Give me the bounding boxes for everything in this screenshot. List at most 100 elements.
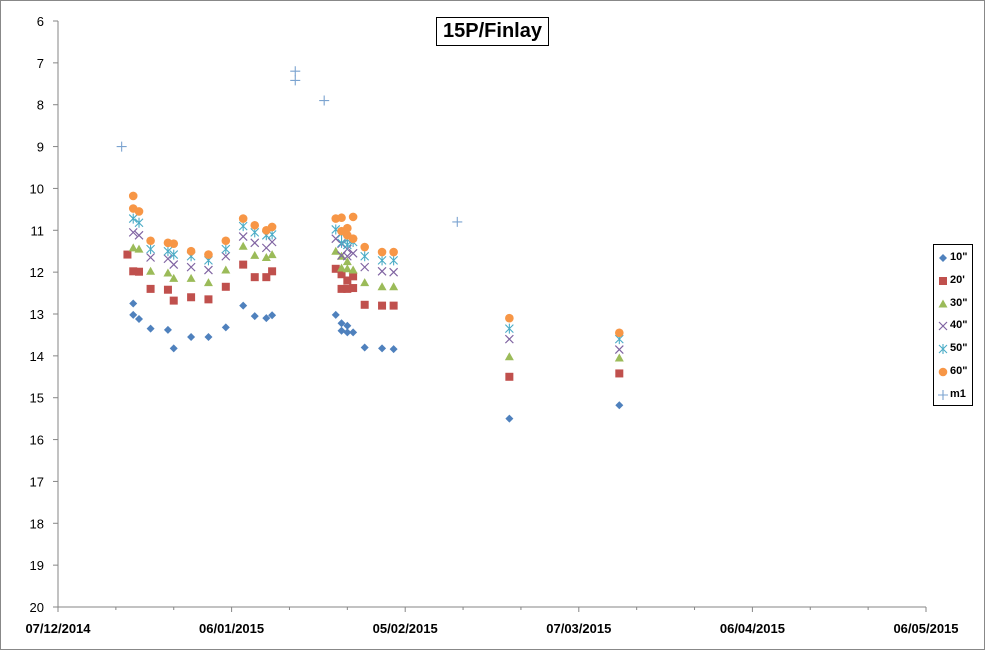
- data-point: [615, 369, 624, 378]
- data-point: [262, 273, 271, 282]
- y-tick-label: 16: [30, 433, 44, 448]
- x-tick-label: 07/03/2015: [546, 621, 611, 636]
- data-point: [504, 334, 514, 344]
- data-point: [262, 314, 271, 323]
- legend-item: 30": [934, 294, 972, 314]
- data-point: [116, 141, 127, 152]
- data-point: [250, 312, 259, 321]
- data-point: [129, 310, 138, 319]
- series-0: [129, 299, 624, 423]
- data-point: [128, 213, 138, 224]
- legend-item: 40": [934, 316, 972, 336]
- data-point: [239, 301, 248, 310]
- x-tick-label: 06/05/2015: [893, 621, 958, 636]
- data-point: [389, 255, 399, 266]
- data-point: [146, 244, 155, 255]
- data-point: [615, 328, 624, 338]
- data-point: [377, 255, 387, 266]
- data-point: [129, 267, 138, 276]
- data-point: [360, 242, 369, 252]
- data-point: [343, 276, 352, 285]
- legend-marker-shape: [938, 389, 948, 400]
- data-point: [134, 217, 144, 228]
- data-point: [360, 251, 370, 262]
- data-point: [389, 301, 398, 310]
- x-tick-label: 06/01/2015: [199, 621, 264, 636]
- data-point: [267, 250, 277, 259]
- legend-marker-shape: [939, 254, 947, 262]
- data-point: [267, 222, 277, 232]
- data-point: [360, 262, 370, 272]
- data-point: [268, 267, 277, 276]
- y-tick-label: 14: [30, 349, 44, 364]
- data-point: [250, 273, 259, 282]
- data-point: [186, 246, 196, 256]
- data-point: [203, 278, 213, 287]
- data-point: [343, 223, 352, 233]
- data-point: [169, 260, 179, 270]
- data-point: [169, 239, 179, 248]
- y-tick-label: 6: [37, 14, 44, 29]
- data-point: [614, 345, 624, 355]
- data-point: [204, 333, 213, 342]
- legend-label: 50": [950, 342, 968, 355]
- data-point: [337, 263, 347, 272]
- data-point: [123, 250, 132, 259]
- data-point: [250, 238, 260, 248]
- data-point: [221, 244, 231, 255]
- data-point: [268, 311, 277, 320]
- data-point: [378, 301, 387, 310]
- data-point: [250, 250, 260, 259]
- data-point: [337, 270, 346, 279]
- legend-marker: [938, 321, 948, 331]
- data-point: [452, 216, 463, 227]
- y-tick-label: 10: [30, 181, 44, 196]
- legend-marker-shape: [938, 321, 948, 331]
- data-point: [337, 284, 346, 293]
- data-point: [204, 295, 213, 304]
- legend-marker-shape: [938, 367, 948, 377]
- data-point: [128, 191, 138, 201]
- data-point: [337, 319, 346, 328]
- legend-marker: [938, 299, 948, 308]
- data-point: [146, 324, 155, 333]
- legend-item: 60": [934, 362, 972, 382]
- series-1: [123, 250, 624, 381]
- data-point: [505, 414, 514, 423]
- data-point: [348, 234, 358, 243]
- legend-marker-shape: [938, 344, 948, 355]
- series-2: [128, 241, 624, 362]
- legend-marker: [939, 276, 947, 285]
- legend-item: 20': [934, 271, 972, 291]
- data-point: [146, 236, 155, 246]
- data-point: [204, 265, 213, 275]
- data-point: [319, 95, 330, 106]
- data-point: [337, 213, 346, 223]
- data-point: [221, 265, 231, 274]
- legend-label: 10": [950, 251, 968, 263]
- tick-labels: 6 7 8 9 10 11 12 13 14 15 16 17 18 19 20 07/12/2014 06/0…: [25, 14, 958, 636]
- data-point: [186, 273, 196, 282]
- chart-legend: 10" 20' 30" 40" 50" 60" m1: [933, 244, 973, 406]
- legend-item: m1: [934, 385, 972, 405]
- y-tick-label: 8: [37, 98, 44, 113]
- data-point: [146, 266, 156, 275]
- data-point: [504, 323, 514, 334]
- y-tick-label: 11: [31, 223, 45, 238]
- legend-label: 40": [950, 319, 968, 332]
- data-point: [238, 214, 248, 223]
- data-point: [169, 249, 179, 260]
- legend-label: 60": [950, 365, 968, 377]
- chart-title: 15P/Finlay: [436, 17, 549, 46]
- data-point: [331, 310, 340, 319]
- data-point: [342, 239, 352, 250]
- data-point: [504, 352, 514, 361]
- data-point: [337, 237, 346, 248]
- data-point: [250, 220, 260, 230]
- data-point: [349, 328, 358, 337]
- data-point: [349, 272, 358, 281]
- x-tick-label: 07/12/2014: [25, 621, 91, 636]
- data-point: [337, 326, 346, 335]
- data-point: [360, 343, 369, 352]
